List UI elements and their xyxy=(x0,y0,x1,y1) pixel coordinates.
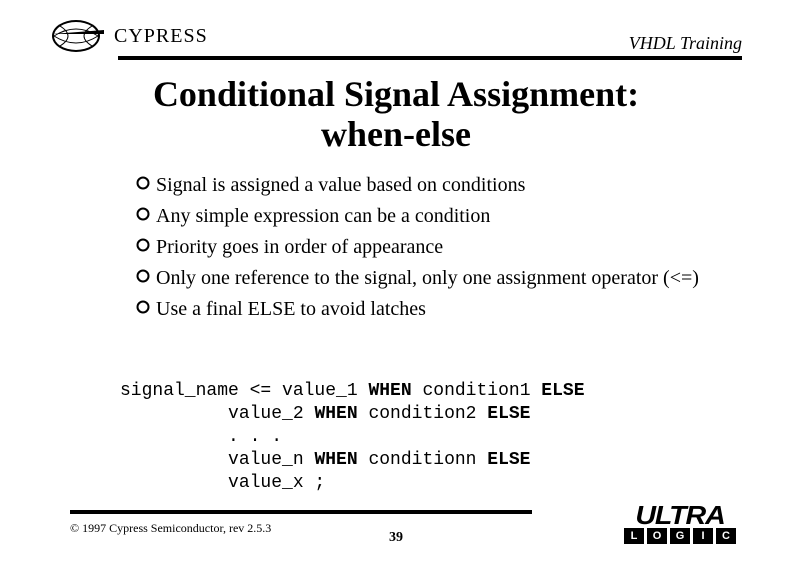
slide-title: Conditional Signal Assignment: when-else xyxy=(0,74,792,155)
title-line-1: Conditional Signal Assignment: xyxy=(153,74,639,114)
bullet-icon xyxy=(130,203,156,221)
ultra-letter: O xyxy=(647,528,667,544)
code-text: signal_name <= value_1 xyxy=(120,381,368,401)
company-logo: CYPRESS xyxy=(50,18,208,54)
bullet-icon xyxy=(130,265,156,283)
code-keyword: WHEN xyxy=(314,450,357,470)
ultra-letter: I xyxy=(693,528,713,544)
slide-header: CYPRESS VHDL Training xyxy=(50,18,742,54)
bullet-icon xyxy=(130,296,156,314)
ultra-letter: C xyxy=(716,528,736,544)
list-item: Priority goes in order of appearance xyxy=(130,234,712,261)
list-item: Any simple expression can be a condition xyxy=(130,203,712,230)
code-keyword: ELSE xyxy=(487,404,530,424)
ultra-logic-logo: ULTRA L O G I C xyxy=(624,505,736,544)
list-item: Only one reference to the signal, only o… xyxy=(130,265,712,292)
code-text: value_n xyxy=(120,450,314,470)
bullet-text: Any simple expression can be a condition xyxy=(156,203,490,230)
code-keyword: WHEN xyxy=(368,381,411,401)
bullet-icon xyxy=(130,172,156,190)
bullet-text: Use a final ELSE to avoid latches xyxy=(156,296,426,323)
list-item: Signal is assigned a value based on cond… xyxy=(130,172,712,199)
code-example: signal_name <= value_1 WHEN condition1 E… xyxy=(120,380,585,495)
code-text: conditionn xyxy=(358,450,488,470)
bullet-list: Signal is assigned a value based on cond… xyxy=(130,172,712,327)
list-item: Use a final ELSE to avoid latches xyxy=(130,296,712,323)
company-name: CYPRESS xyxy=(114,25,208,48)
bullet-text: Priority goes in order of appearance xyxy=(156,234,443,261)
code-text: value_x ; xyxy=(120,473,325,493)
footer-rule xyxy=(70,510,532,514)
ultra-letter: G xyxy=(670,528,690,544)
code-keyword: ELSE xyxy=(487,450,530,470)
code-keyword: WHEN xyxy=(314,404,357,424)
code-text: condition1 xyxy=(412,381,542,401)
title-line-2: when-else xyxy=(321,114,471,154)
ultra-text: ULTRA xyxy=(618,505,741,526)
header-rule xyxy=(118,56,742,60)
bullet-text: Only one reference to the signal, only o… xyxy=(156,265,699,292)
cypress-globe-icon xyxy=(50,18,110,54)
code-text: value_2 xyxy=(120,404,314,424)
bullet-icon xyxy=(130,234,156,252)
ultra-letter: L xyxy=(624,528,644,544)
doc-title: VHDL Training xyxy=(629,33,742,54)
code-text: condition2 xyxy=(358,404,488,424)
ultra-sub-boxes: L O G I C xyxy=(624,528,736,544)
code-text: . . . xyxy=(120,427,282,447)
bullet-text: Signal is assigned a value based on cond… xyxy=(156,172,525,199)
code-keyword: ELSE xyxy=(541,381,584,401)
